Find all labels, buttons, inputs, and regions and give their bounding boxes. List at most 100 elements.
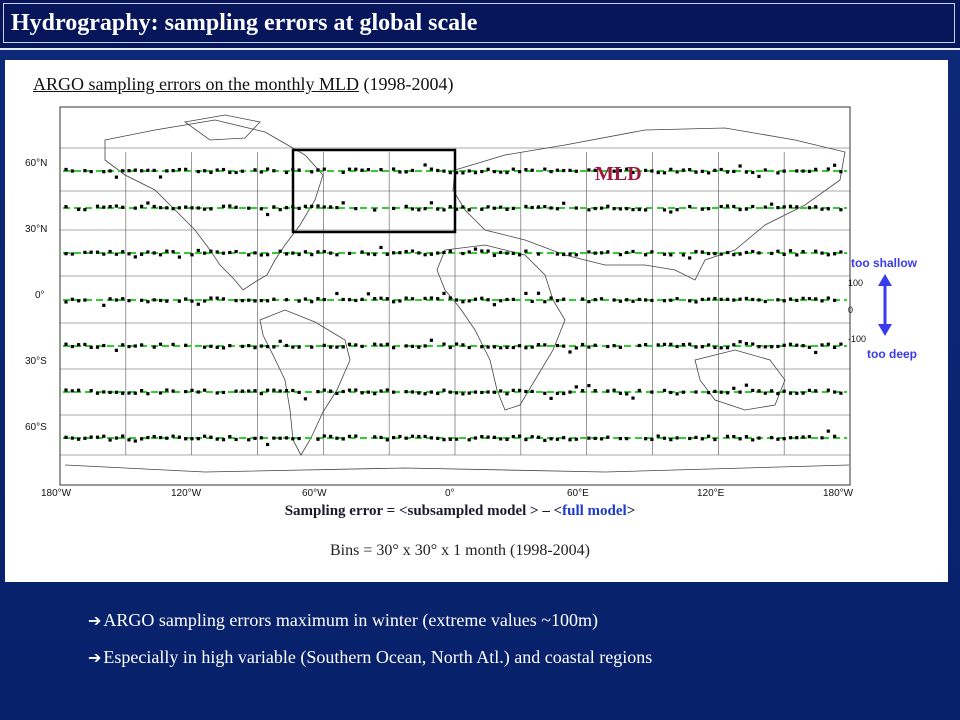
map-label-mld: MLD bbox=[595, 163, 642, 185]
error-point bbox=[247, 206, 251, 210]
error-point bbox=[807, 169, 811, 173]
error-point bbox=[606, 435, 610, 439]
error-point bbox=[455, 437, 459, 441]
error-point bbox=[455, 171, 459, 175]
error-point bbox=[341, 297, 345, 302]
error-point bbox=[499, 389, 503, 393]
error-point bbox=[555, 299, 559, 303]
error-point bbox=[738, 164, 742, 168]
error-point bbox=[518, 253, 522, 257]
error-point bbox=[599, 437, 604, 441]
error-point bbox=[814, 205, 818, 209]
error-point bbox=[518, 344, 522, 348]
error-point bbox=[593, 251, 597, 255]
error-point bbox=[518, 388, 522, 392]
error-point bbox=[284, 436, 289, 440]
error-point bbox=[455, 391, 459, 395]
bullet-text: ARGO sampling errors maximum in winter (… bbox=[103, 610, 599, 630]
error-point bbox=[253, 251, 257, 255]
error-point bbox=[234, 437, 238, 442]
legend-tick-0: 0 bbox=[848, 305, 853, 315]
error-point bbox=[272, 297, 276, 301]
error-point bbox=[662, 436, 667, 440]
error-point bbox=[467, 250, 471, 254]
error-point bbox=[473, 297, 478, 301]
error-point bbox=[562, 297, 566, 301]
error-point bbox=[486, 167, 490, 171]
error-point bbox=[833, 434, 837, 438]
error-point bbox=[259, 392, 263, 396]
error-point bbox=[448, 437, 452, 441]
legend-tick-minus100: -100 bbox=[848, 334, 866, 344]
error-point bbox=[436, 251, 440, 255]
error-point bbox=[379, 296, 383, 300]
error-point bbox=[272, 388, 276, 392]
error-point bbox=[184, 389, 188, 394]
error-point bbox=[555, 343, 559, 348]
error-point bbox=[297, 168, 301, 172]
error-point bbox=[625, 167, 629, 171]
error-point bbox=[467, 391, 471, 395]
error-point bbox=[776, 249, 780, 253]
error-point bbox=[64, 342, 68, 346]
error-point bbox=[83, 342, 87, 347]
error-point bbox=[719, 204, 723, 209]
error-point bbox=[190, 437, 194, 441]
error-point bbox=[625, 392, 629, 396]
error-point bbox=[114, 204, 118, 208]
error-point bbox=[669, 390, 673, 395]
error-point bbox=[121, 250, 125, 254]
error-point bbox=[555, 252, 559, 256]
error-point bbox=[637, 297, 641, 302]
error-point bbox=[536, 343, 541, 347]
error-point bbox=[146, 435, 150, 440]
error-point bbox=[820, 299, 824, 303]
error-point bbox=[234, 249, 238, 254]
error-point bbox=[398, 434, 402, 439]
error-point bbox=[322, 249, 326, 254]
error-point bbox=[133, 255, 137, 259]
error-point bbox=[89, 345, 93, 349]
error-point bbox=[259, 170, 263, 174]
error-point bbox=[121, 297, 125, 301]
error-point bbox=[782, 437, 786, 441]
error-point bbox=[593, 343, 597, 347]
error-point bbox=[184, 167, 188, 171]
latitude-labels: 60°N 30°N 0° 30°S 60°S bbox=[25, 158, 47, 433]
error-point bbox=[669, 210, 673, 214]
error-point bbox=[410, 434, 415, 438]
error-point bbox=[599, 297, 604, 301]
bullet-item: ➔ Especially in high variable (Southern O… bbox=[88, 639, 652, 676]
error-point bbox=[272, 436, 276, 440]
legend-arrow-up bbox=[878, 274, 892, 286]
error-point bbox=[826, 429, 830, 433]
error-point bbox=[70, 389, 74, 393]
error-point bbox=[303, 297, 307, 301]
error-point bbox=[266, 442, 270, 447]
error-point bbox=[436, 297, 440, 301]
error-point bbox=[801, 169, 805, 173]
error-point bbox=[637, 388, 641, 393]
error-point bbox=[322, 388, 326, 392]
error-point bbox=[738, 340, 742, 344]
error-point bbox=[713, 168, 717, 172]
error-point bbox=[316, 204, 320, 208]
error-point bbox=[272, 169, 276, 173]
error-point bbox=[291, 437, 295, 441]
error-point bbox=[486, 435, 490, 439]
error-point bbox=[448, 205, 452, 209]
error-point bbox=[530, 168, 534, 172]
error-point bbox=[341, 170, 345, 174]
error-point bbox=[650, 390, 654, 394]
error-point bbox=[568, 438, 572, 442]
error-point bbox=[631, 170, 635, 175]
error-point bbox=[448, 390, 452, 394]
error-point bbox=[77, 299, 81, 303]
error-point bbox=[826, 342, 830, 346]
error-point bbox=[354, 298, 358, 303]
error-point bbox=[839, 208, 843, 212]
error-point bbox=[303, 250, 307, 254]
error-point bbox=[467, 169, 471, 173]
error-point bbox=[574, 385, 578, 389]
error-point bbox=[127, 169, 131, 173]
